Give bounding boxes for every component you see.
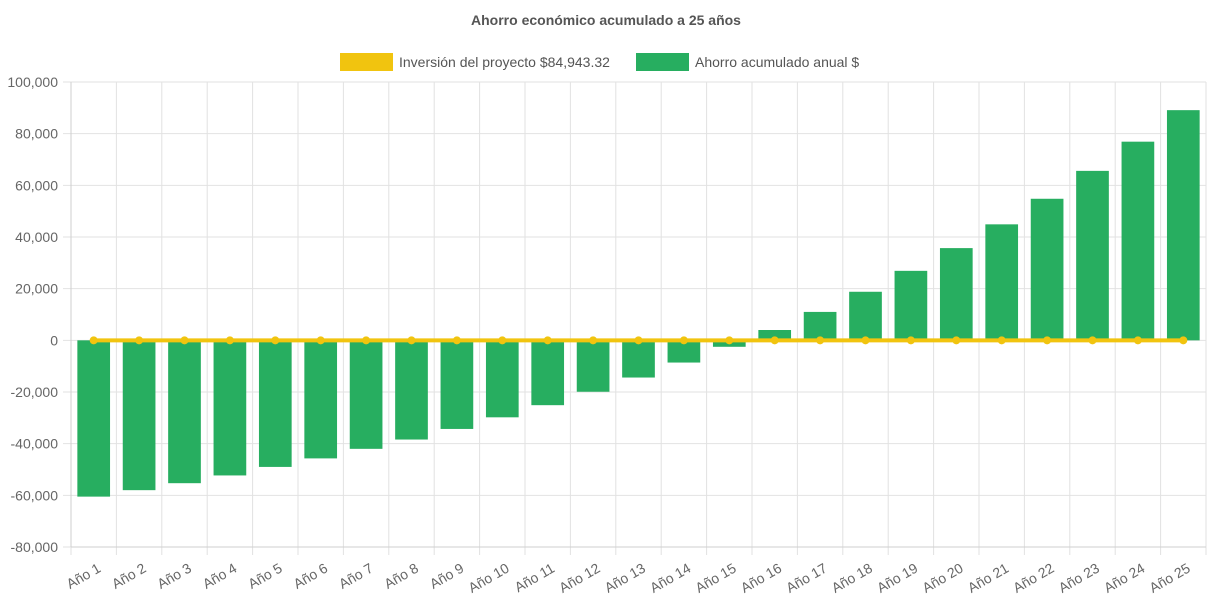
bar-savings[interactable] xyxy=(349,340,383,449)
point-investment[interactable] xyxy=(135,336,144,345)
x-tick-label: Año 10 xyxy=(465,560,512,596)
x-tick-label: Año 2 xyxy=(109,560,149,592)
bar-savings[interactable] xyxy=(258,340,292,467)
x-tick-label: Año 6 xyxy=(291,560,331,592)
x-axis-ticks: Año 1 Año 2 Año 3 Año 4 Año 5 Año 6 Año 7 Año 8… xyxy=(64,560,1193,596)
bar-savings[interactable] xyxy=(576,340,610,392)
x-tick-label: Año 21 xyxy=(965,560,1012,596)
chart-title: Ahorro económico acumulado a 25 años xyxy=(471,12,741,28)
legend-swatch-savings xyxy=(636,53,689,71)
bar-savings[interactable] xyxy=(758,330,792,341)
x-tick-label: Año 9 xyxy=(427,560,467,592)
x-tick-label: Año 8 xyxy=(381,560,421,592)
point-investment[interactable] xyxy=(816,336,825,345)
bar-savings[interactable] xyxy=(440,340,474,429)
legend-label-investment: Inversión del proyecto $84,943.32 xyxy=(399,54,610,70)
point-investment[interactable] xyxy=(634,336,643,345)
point-investment[interactable] xyxy=(906,336,915,345)
x-tick-label: Año 7 xyxy=(336,560,376,592)
legend-label-savings: Ahorro acumulado anual $ xyxy=(695,54,859,70)
bar-savings[interactable] xyxy=(622,340,655,378)
y-tick-label: 0 xyxy=(50,332,58,348)
x-tick-label: Año 4 xyxy=(200,560,240,592)
bars-savings xyxy=(77,110,1200,497)
x-tick-label: Año 14 xyxy=(647,560,694,596)
point-investment[interactable] xyxy=(1179,336,1188,345)
y-tick-label: 80,000 xyxy=(15,126,58,142)
point-investment[interactable] xyxy=(997,336,1006,345)
x-tick-label: Año 15 xyxy=(692,560,739,596)
point-investment[interactable] xyxy=(180,336,189,345)
bar-savings[interactable] xyxy=(939,248,973,341)
bar-savings[interactable] xyxy=(122,340,156,491)
bar-savings[interactable] xyxy=(485,340,519,418)
bar-savings[interactable] xyxy=(894,270,928,341)
point-investment[interactable] xyxy=(89,336,98,345)
y-tick-label: -20,000 xyxy=(11,384,59,400)
x-tick-label: Año 13 xyxy=(602,560,649,596)
x-tick-label: Año 1 xyxy=(64,560,104,592)
point-investment[interactable] xyxy=(1133,336,1142,345)
point-investment[interactable] xyxy=(452,336,461,345)
x-tick-label: Año 23 xyxy=(1056,560,1103,596)
legend-item-investment[interactable]: Inversión del proyecto $84,943.32 xyxy=(340,53,610,71)
point-investment[interactable] xyxy=(952,336,961,345)
point-investment[interactable] xyxy=(225,336,234,345)
legend: Inversión del proyecto $84,943.32 Ahorro… xyxy=(340,53,859,71)
y-tick-label: -60,000 xyxy=(11,487,59,503)
point-investment[interactable] xyxy=(770,336,779,345)
point-investment[interactable] xyxy=(725,336,734,345)
legend-swatch-investment xyxy=(340,53,393,71)
y-axis-ticks: 100,000 80,000 60,000 40,000 20,000 0 -20,000 -… xyxy=(7,74,58,555)
bar-savings[interactable] xyxy=(1166,110,1200,341)
point-investment[interactable] xyxy=(407,336,416,345)
line-investment xyxy=(89,336,1188,345)
x-tick-label: Año 16 xyxy=(738,560,785,596)
point-investment[interactable] xyxy=(362,336,371,345)
bar-savings[interactable] xyxy=(1030,198,1064,341)
bar-savings[interactable] xyxy=(985,224,1019,341)
x-tick-label: Año 3 xyxy=(154,560,194,592)
point-investment[interactable] xyxy=(498,336,507,345)
x-tick-label: Año 20 xyxy=(919,560,966,596)
bar-savings[interactable] xyxy=(849,291,882,341)
x-tick-label: Año 12 xyxy=(556,560,603,596)
point-investment[interactable] xyxy=(543,336,552,345)
x-tick-label: Año 22 xyxy=(1010,560,1057,596)
point-investment[interactable] xyxy=(316,336,325,345)
bar-savings[interactable] xyxy=(213,340,247,476)
bar-savings[interactable] xyxy=(667,340,701,363)
point-investment[interactable] xyxy=(1088,336,1097,345)
point-investment[interactable] xyxy=(1043,336,1052,345)
x-tick-label: Año 18 xyxy=(829,560,876,596)
y-tick-label: 60,000 xyxy=(15,177,58,193)
x-tick-label: Año 24 xyxy=(1101,560,1148,596)
point-investment[interactable] xyxy=(589,336,598,345)
x-tick-label: Año 5 xyxy=(245,560,285,592)
y-tick-label: 40,000 xyxy=(15,229,58,245)
bar-savings[interactable] xyxy=(304,340,338,459)
point-investment[interactable] xyxy=(861,336,870,345)
point-investment[interactable] xyxy=(271,336,280,345)
x-tick-label: Año 19 xyxy=(874,560,921,596)
legend-item-savings[interactable]: Ahorro acumulado anual $ xyxy=(636,53,859,71)
bar-savings[interactable] xyxy=(168,340,201,484)
bar-savings[interactable] xyxy=(395,340,428,440)
y-tick-label: 20,000 xyxy=(15,281,58,297)
y-tick-label: -80,000 xyxy=(11,539,59,555)
point-investment[interactable] xyxy=(679,336,688,345)
bar-savings[interactable] xyxy=(1121,141,1155,341)
x-tick-label: Año 11 xyxy=(512,560,558,596)
bar-savings[interactable] xyxy=(531,340,565,406)
y-tick-label: 100,000 xyxy=(7,74,58,90)
x-tick-label: Año 17 xyxy=(783,560,830,596)
bar-savings[interactable] xyxy=(77,340,111,497)
y-tick-label: -40,000 xyxy=(11,436,59,452)
bar-savings[interactable] xyxy=(1076,170,1109,341)
bar-savings[interactable] xyxy=(803,311,837,341)
x-tick-label: Año 25 xyxy=(1146,560,1193,596)
